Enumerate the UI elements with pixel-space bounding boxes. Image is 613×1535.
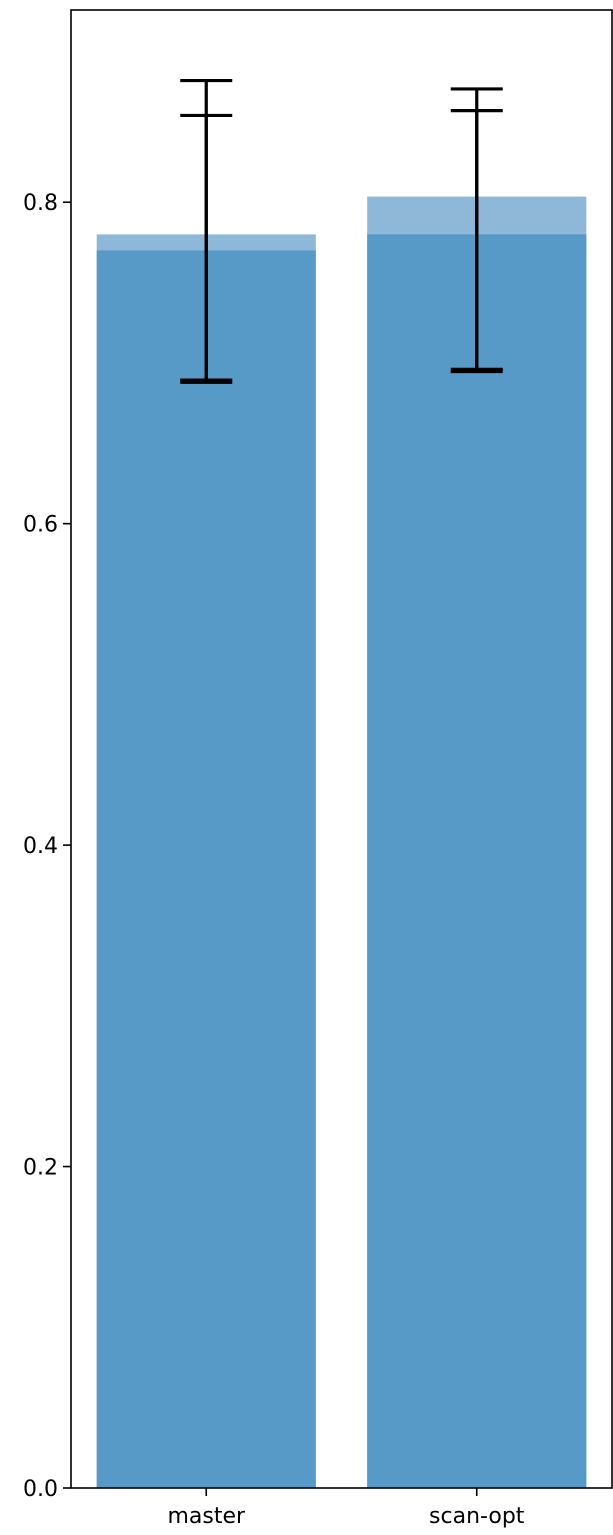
x-axis-ticks: master scan-opt	[167, 1488, 525, 1529]
y-tick-label: 0.8	[23, 191, 58, 216]
y-tick-label: 0.0	[23, 1477, 58, 1502]
y-tick-label: 0.2	[23, 1156, 58, 1181]
x-tick-label: master	[167, 1504, 246, 1529]
x-tick-label: scan-opt	[429, 1504, 525, 1529]
y-tick-label: 0.6	[23, 513, 58, 538]
y-tick-label: 0.4	[23, 834, 58, 859]
axes-layer	[70, 9, 613, 1489]
bars-layer	[96, 196, 587, 1489]
errorbars-layer	[180, 78, 503, 384]
bar-scan-opt-series-1	[367, 234, 587, 1489]
plot-frame	[70, 9, 613, 1489]
y-axis-ticks: 0.0 0.2 0.4 0.6 0.8	[23, 191, 71, 1502]
bar-master-series-1	[96, 250, 316, 1488]
